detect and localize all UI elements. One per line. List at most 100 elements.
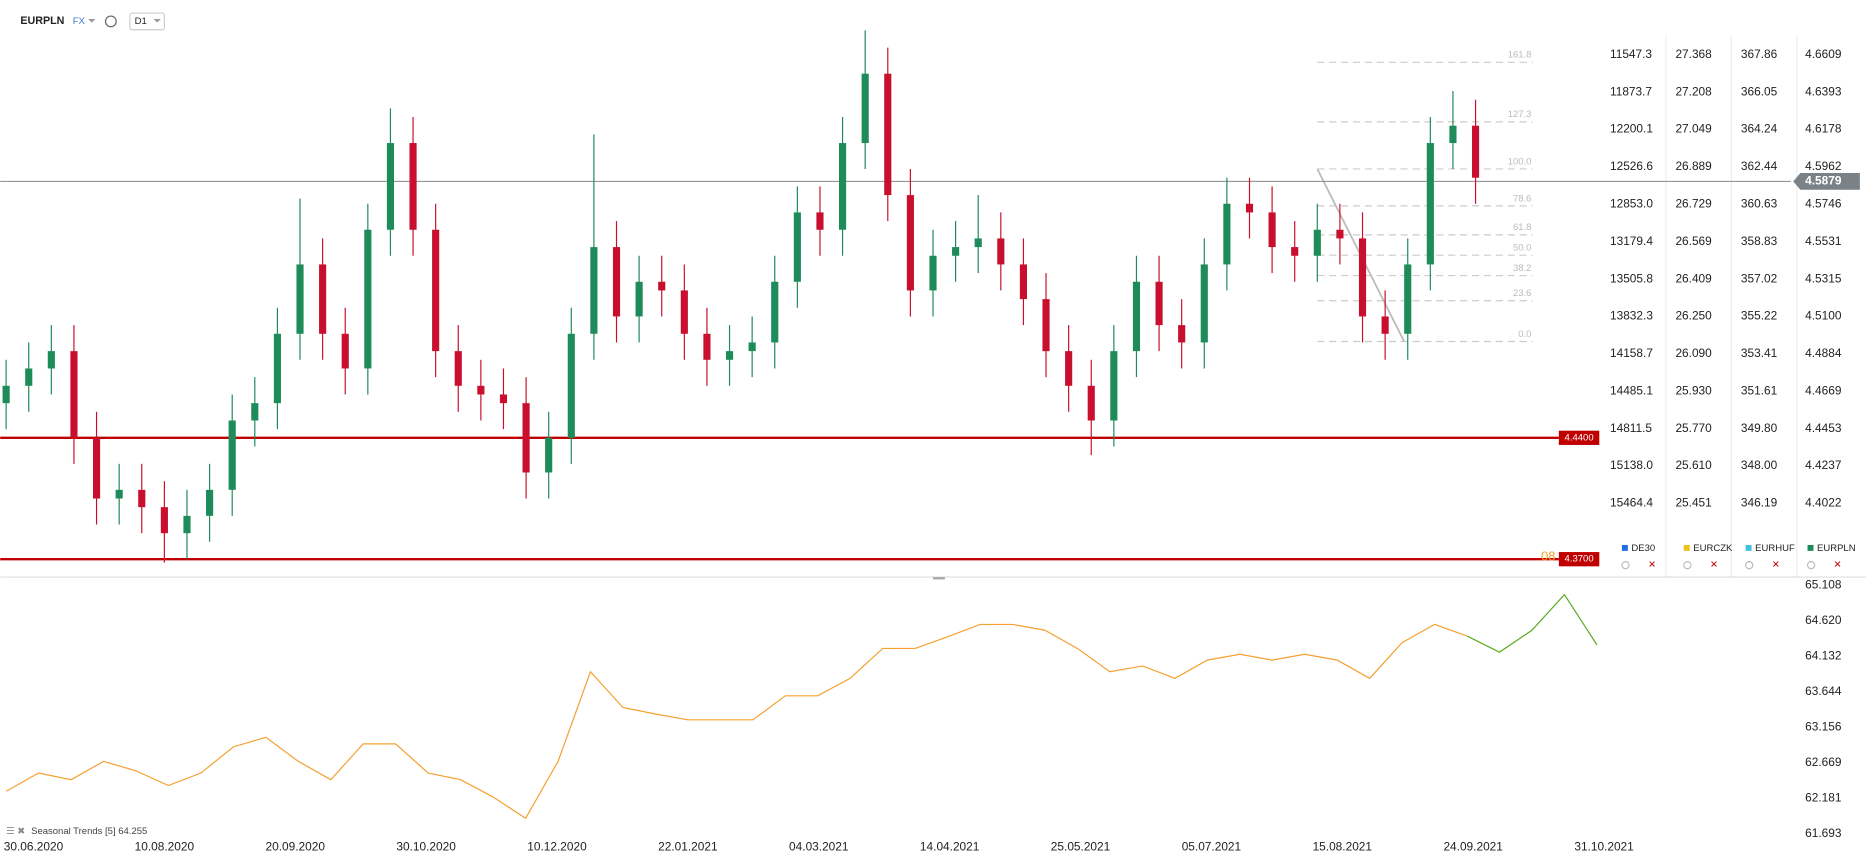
legend-remove[interactable]: ✕ <box>1834 560 1842 571</box>
legend-eye[interactable] <box>1745 561 1754 570</box>
candle-body <box>1245 203 1254 213</box>
y-tick-label: 4.5746 <box>1805 197 1842 211</box>
x-tick-label: 05.07.2021 <box>1182 839 1242 853</box>
compare-tick-label: 346.19 <box>1741 496 1778 510</box>
legend-label[interactable]: DE30 <box>1631 543 1655 554</box>
compare-tick-label: 13179.4 <box>1610 234 1653 248</box>
candle-body <box>454 351 462 386</box>
candle-body <box>1223 203 1231 265</box>
legend-label[interactable]: EURHUF <box>1755 543 1795 554</box>
candle-body <box>47 351 55 369</box>
compare-tick-label: 26.250 <box>1675 309 1712 323</box>
candle-body <box>612 247 621 317</box>
candle-body <box>567 333 575 438</box>
compare-tick-label: 26.569 <box>1675 234 1712 248</box>
candle-body <box>952 247 960 256</box>
candle-body <box>816 212 824 230</box>
candle-body <box>1291 247 1299 256</box>
candle-body <box>296 264 304 334</box>
candle-body <box>1404 264 1412 334</box>
candle-body <box>92 437 101 499</box>
level-label: 4.4400 <box>1565 432 1594 443</box>
compare-tick-label: 11547.3 <box>1610 47 1652 61</box>
dropdown-arrow[interactable] <box>153 19 161 23</box>
candle-body <box>680 290 688 334</box>
candle-body <box>160 507 168 534</box>
y-tick-label: 4.6178 <box>1805 122 1842 136</box>
y-tick-label: 61.693 <box>1805 826 1842 840</box>
candle-body <box>703 333 711 360</box>
y-tick-label: 4.6393 <box>1805 84 1842 98</box>
fib-label: 100.0 <box>1508 156 1532 167</box>
compare-tick-label: 13505.8 <box>1610 271 1653 285</box>
candle-body <box>1132 281 1141 352</box>
candle-body <box>273 333 281 404</box>
candle-body <box>658 281 666 291</box>
candle-body <box>70 351 78 438</box>
compare-tick-label: 26.889 <box>1675 159 1712 173</box>
info-icon[interactable] <box>104 15 117 28</box>
candle-body <box>1381 316 1389 334</box>
x-tick-label: 10.12.2020 <box>527 839 587 853</box>
candle-body <box>635 281 643 317</box>
candle-body <box>793 212 801 282</box>
compare-tick-label: 14485.1 <box>1610 383 1653 397</box>
timeframe-box[interactable] <box>129 12 165 31</box>
candle-body <box>522 403 530 473</box>
candle-body <box>341 333 349 369</box>
legend-eye[interactable] <box>1806 561 1816 570</box>
candle-body <box>25 368 33 386</box>
candle-body <box>929 255 937 291</box>
timeframe[interactable]: D1 <box>135 16 147 27</box>
candle-body <box>1019 264 1027 300</box>
level-label: 4.3700 <box>1565 554 1594 565</box>
compare-tick-label: 15464.4 <box>1610 496 1653 510</box>
x-tick-label: 20.09.2020 <box>266 839 326 853</box>
candle-body <box>1110 351 1118 421</box>
candle-body <box>861 73 869 144</box>
compare-tick-label: 11873.7 <box>1610 84 1652 98</box>
dropdown-arrow[interactable] <box>88 19 96 23</box>
symbol[interactable]: EURPLN <box>20 15 64 27</box>
candle-body <box>1178 325 1186 343</box>
y-tick-label: 4.4022 <box>1805 496 1841 510</box>
market[interactable]: FX <box>73 16 86 27</box>
candle-body <box>1336 229 1344 239</box>
legend-eye[interactable] <box>1683 561 1692 570</box>
candle-body <box>228 420 236 490</box>
compare-tick-label: 351.61 <box>1741 383 1778 397</box>
candle-body <box>364 229 372 369</box>
x-tick-label: 24.09.2021 <box>1443 839 1503 853</box>
indicator-icons[interactable]: ☰ ✖ <box>6 826 25 837</box>
compare-tick-label: 12200.1 <box>1610 122 1653 136</box>
compare-tick-label: 25.930 <box>1675 383 1712 397</box>
compare-tick-label: 349.80 <box>1741 421 1778 435</box>
candle-body <box>884 73 892 196</box>
candle-body <box>1155 281 1163 326</box>
legend-remove[interactable]: ✕ <box>1648 560 1656 571</box>
y-tick-label: 4.5315 <box>1805 271 1842 285</box>
legend-remove[interactable]: ✕ <box>1710 560 1718 571</box>
candle-body <box>771 281 779 343</box>
legend-label[interactable]: EURCZK <box>1693 543 1733 554</box>
legend-remove[interactable]: ✕ <box>1772 560 1780 571</box>
compare-tick-label: 357.02 <box>1741 271 1777 285</box>
trend-line <box>5 623 1468 820</box>
y-tick-label: 4.4884 <box>1805 346 1842 360</box>
y-tick-label: 4.4669 <box>1805 383 1842 397</box>
legend-eye[interactable] <box>1621 561 1630 570</box>
y-tick-label: 4.5962 <box>1805 159 1841 173</box>
candle-body <box>2 385 10 404</box>
candle-body <box>1268 212 1276 248</box>
candle-body <box>1426 143 1434 265</box>
candle-body <box>319 264 327 334</box>
level-note: 08 <box>1541 548 1556 563</box>
candle-body <box>386 143 395 230</box>
legend-label[interactable]: EURPLN <box>1817 543 1856 554</box>
compare-tick-label: 25.451 <box>1675 496 1712 510</box>
fib-label: 38.2 <box>1513 263 1532 274</box>
compare-tick-label: 364.24 <box>1741 122 1778 136</box>
compare-tick-label: 366.05 <box>1741 84 1778 98</box>
